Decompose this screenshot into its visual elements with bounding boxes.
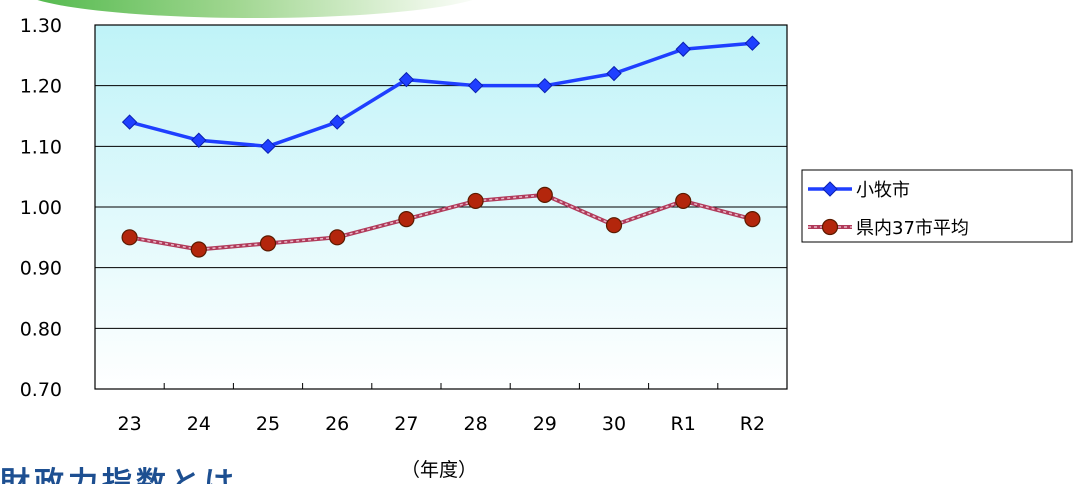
data-point bbox=[398, 71, 415, 88]
data-point bbox=[329, 229, 346, 246]
axes bbox=[94, 24, 788, 390]
x-tick-label: 26 bbox=[325, 413, 349, 435]
series-2 bbox=[121, 186, 761, 258]
data-point bbox=[605, 217, 623, 234]
x-tick-label: 25 bbox=[256, 413, 280, 435]
y-tick-label: 1.00 bbox=[20, 197, 62, 219]
decorative-banner bbox=[20, 0, 490, 18]
y-tick-label: 0.80 bbox=[20, 318, 62, 340]
legend-box bbox=[801, 169, 1073, 243]
x-tick-label: 29 bbox=[533, 413, 557, 435]
data-point bbox=[744, 211, 761, 228]
data-point bbox=[190, 241, 207, 258]
x-tick-label: 24 bbox=[187, 413, 211, 435]
data-point bbox=[260, 138, 276, 155]
x-axis-label: （年度） bbox=[401, 459, 477, 481]
x-tick-label: 28 bbox=[464, 413, 488, 435]
x-tick-label: 27 bbox=[394, 413, 418, 435]
x-tick-label: 30 bbox=[602, 413, 626, 435]
data-point bbox=[259, 235, 277, 252]
y-tick-label: 1.30 bbox=[20, 15, 62, 37]
y-tick-label: 1.20 bbox=[20, 76, 62, 98]
section-heading-fragment: 財政力指数とは bbox=[0, 466, 238, 484]
legend-item: 小牧市 bbox=[808, 180, 910, 201]
data-point bbox=[744, 35, 761, 51]
data-point bbox=[537, 77, 553, 94]
series-line bbox=[129, 41, 753, 149]
legend-marker bbox=[822, 181, 838, 197]
y-tick-label: 0.70 bbox=[20, 379, 62, 401]
x-tick-label: 23 bbox=[118, 413, 142, 435]
x-tick-labels: 23 24 25 26 27 28 29 30 R1 R2 bbox=[118, 413, 766, 435]
data-point bbox=[467, 77, 484, 94]
data-point bbox=[675, 192, 692, 210]
data-point bbox=[191, 132, 207, 148]
y-tick-labels: 0.70 0.80 0.90 1.00 1.10 1.20 1.30 bbox=[20, 15, 62, 401]
legend-item: 県内37市平均 bbox=[808, 218, 969, 239]
legend-label: 小牧市 bbox=[856, 180, 910, 201]
data-point bbox=[675, 41, 691, 57]
x-tick-label: R1 bbox=[671, 413, 696, 435]
series-group bbox=[121, 35, 761, 258]
data-point bbox=[121, 229, 138, 246]
data-point bbox=[467, 192, 484, 210]
legend-label: 県内37市平均 bbox=[856, 218, 969, 239]
data-point bbox=[606, 65, 622, 82]
series-1 bbox=[121, 35, 761, 155]
data-point bbox=[536, 186, 553, 203]
y-tick-label: 1.10 bbox=[20, 136, 62, 158]
legend-marker bbox=[821, 218, 839, 236]
data-point bbox=[121, 114, 138, 130]
x-tick-label: R2 bbox=[740, 413, 765, 435]
series-line-highlight bbox=[129, 194, 753, 251]
data-point bbox=[329, 114, 345, 130]
y-tick-label: 0.90 bbox=[20, 258, 62, 280]
data-point bbox=[398, 211, 415, 228]
